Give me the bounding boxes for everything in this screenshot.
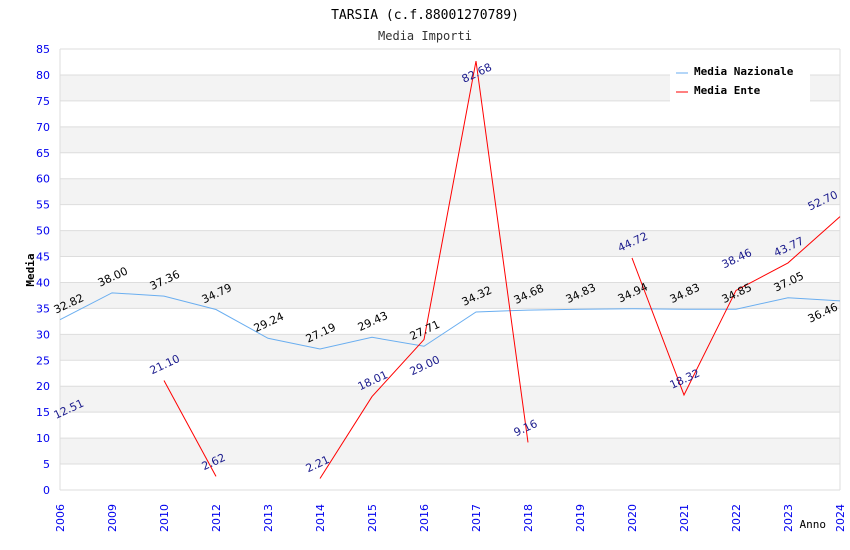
x-tick-label: 2015 [366,504,379,532]
grid-band [60,256,840,283]
y-tick-label: 50 [36,225,50,238]
series-line-ente [319,60,529,479]
grid-band [60,438,840,465]
chart-subtitle: Media Importi [378,29,472,43]
grid-band [60,360,840,387]
legend: Media Nazionale Media Ente [670,60,810,102]
legend-box [670,60,810,102]
x-tick-label: 2021 [678,504,691,532]
legend-label-ente: Media Ente [694,84,761,97]
y-tick-label: 5 [43,458,50,471]
x-tick-label: 2023 [782,504,795,532]
x-tick-label: 2018 [522,504,535,532]
x-tick-label: 2006 [54,504,67,532]
grid-band [60,126,840,153]
y-axis-label: Media [24,253,37,286]
y-tick-label: 45 [36,251,50,264]
legend-label-nazionale: Media Nazionale [694,65,794,78]
y-tick-label: 15 [36,406,50,419]
y-tick-label: 35 [36,302,50,315]
x-tick-label: 2022 [730,504,743,532]
grid-band [60,386,840,413]
y-tick-label: 25 [36,354,50,367]
grid-band [60,464,840,490]
x-tick-label: 2014 [314,504,327,532]
x-tick-label: 2012 [210,504,223,532]
series-line-nazionale [59,292,841,350]
y-tick-label: 55 [36,199,50,212]
y-tick-label: 20 [36,380,50,393]
x-tick-label: 2019 [574,504,587,532]
y-tick-label: 85 [36,43,50,56]
grid-band [60,334,840,361]
y-tick-label: 65 [36,147,50,160]
x-tick-label: 2016 [418,504,431,532]
series-line-ente [631,216,841,397]
grid-band [60,230,840,257]
x-tick-label: 2010 [158,504,171,532]
y-tick-label: 0 [43,484,50,497]
y-tick-label: 40 [36,276,50,289]
grid-band [60,152,840,179]
y-tick-label: 70 [36,121,50,134]
series-line-ente [163,380,217,477]
y-tick-label: 60 [36,173,50,186]
x-tick-label: 2020 [626,504,639,532]
grid-band [60,308,840,335]
y-tick-label: 75 [36,95,50,108]
x-tick-label: 2013 [262,504,275,532]
x-tick-label: 2017 [470,504,483,532]
x-tick-label: 2009 [106,504,119,532]
grid-band [60,412,840,439]
y-tick-label: 80 [36,69,50,82]
y-tick-label: 10 [36,432,50,445]
x-tick-label: 2024 [834,504,847,532]
grid-band [60,204,840,231]
x-axis-label: Anno [800,518,827,531]
y-tick-label: 30 [36,328,50,341]
grid-band [60,100,840,127]
grid-band [60,282,840,309]
chart-title: TARSIA (c.f.88001270789) [331,8,519,23]
